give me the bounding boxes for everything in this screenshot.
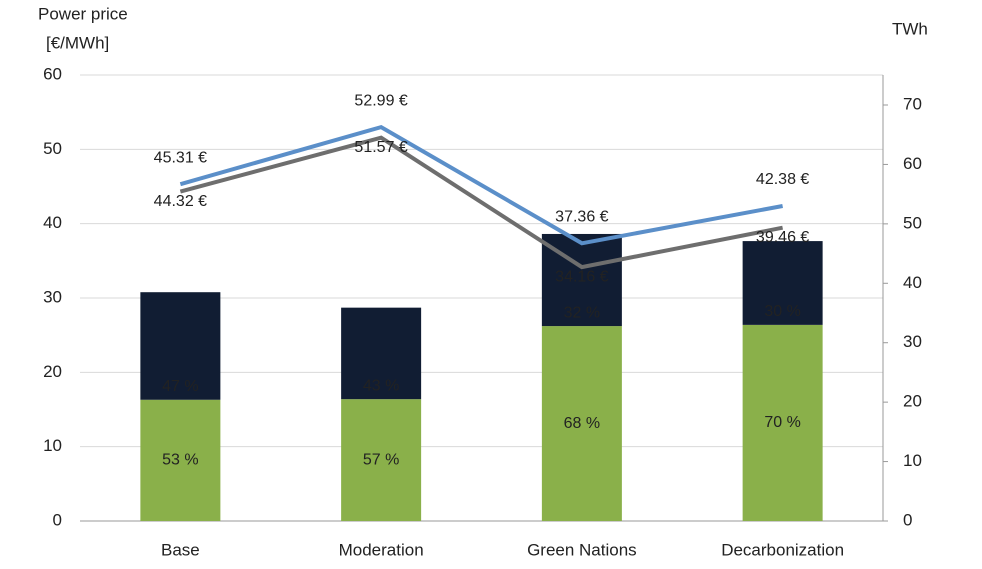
value-label: 52.99 €	[354, 92, 407, 109]
share-label: 70 %	[764, 414, 800, 431]
y2-tick-label: 10	[903, 451, 922, 470]
value-label: 34.16 €	[555, 268, 608, 285]
bar-segment	[140, 399, 221, 521]
value-label: 37.36 €	[555, 209, 608, 226]
y2-tick-label: 40	[903, 273, 922, 292]
bar-segment	[341, 399, 422, 521]
share-label: 47 %	[162, 378, 198, 395]
x-tick-label: Moderation	[339, 540, 424, 559]
x-tick-label: Decarbonization	[721, 540, 844, 559]
y2-title: TWh	[892, 19, 928, 38]
y2-tick-label: 60	[903, 154, 922, 173]
y-tick-label: 0	[53, 510, 62, 529]
share-label: 57 %	[363, 451, 399, 468]
y-tick-label: 30	[43, 287, 62, 306]
bar-segment	[341, 307, 422, 400]
x-tick-label: Green Nations	[527, 540, 637, 559]
y-tick-label: 20	[43, 362, 62, 381]
share-label: 53 %	[162, 452, 198, 469]
y-tick-label: 60	[43, 64, 62, 83]
value-label: 51.57 €	[354, 139, 407, 156]
value-label: 45.31 €	[154, 149, 207, 166]
share-label: 32 %	[564, 304, 600, 321]
bar-segment	[140, 292, 221, 400]
line	[179, 135, 784, 270]
line	[179, 124, 783, 246]
y-title: Power price	[38, 4, 128, 23]
x-tick-label: Base	[161, 540, 200, 559]
y2-tick-label: 70	[903, 94, 922, 113]
value-label: 44.32 €	[154, 193, 207, 210]
y-tick-label: 10	[43, 436, 62, 455]
y2-tick-label: 20	[903, 392, 922, 411]
value-label: 42.38 €	[756, 171, 809, 188]
bar-segment	[742, 324, 823, 521]
share-label: 68 %	[564, 415, 600, 432]
share-label: 30 %	[764, 303, 800, 320]
y-tick-label: 50	[43, 139, 62, 158]
y2-tick-label: 0	[903, 510, 912, 529]
y-tick-label: 40	[43, 213, 62, 232]
y2-tick-label: 50	[903, 213, 922, 232]
bar-segment	[742, 241, 823, 325]
value-label: 39.46 €	[756, 229, 809, 246]
y2-tick-label: 30	[903, 332, 922, 351]
bar-segment	[541, 326, 622, 521]
y-title: [€/MWh]	[46, 33, 109, 52]
share-label: 43 %	[363, 377, 399, 394]
